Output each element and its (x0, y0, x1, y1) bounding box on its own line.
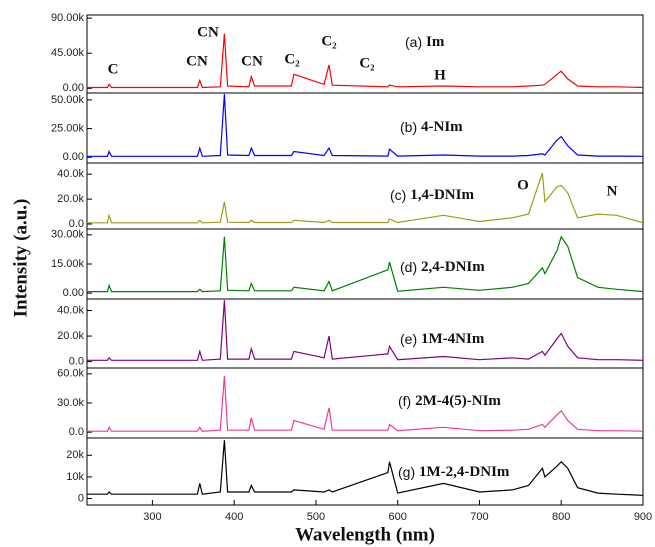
y-tick-label: 20k (66, 449, 84, 461)
peak-annotation: C (108, 61, 119, 77)
y-tick-label: 0.0 (69, 356, 84, 368)
panel-frame (86, 367, 644, 439)
peak-annotation: CN (197, 24, 219, 40)
panel-name: Im (426, 34, 445, 50)
panel-frame (86, 228, 644, 300)
x-axis-label: Wavelength (nm) (295, 524, 435, 545)
panel-name: 4-NIm (421, 119, 463, 135)
spectrum-line (87, 440, 644, 496)
panel-name: 2M-4(5)-NIm (415, 393, 501, 409)
x-tick-label: 700 (470, 511, 488, 523)
panel-tag: (f) (398, 393, 411, 409)
panel-label: (g) 1M-2,4-DNIm (398, 464, 510, 481)
spectrum-line (87, 235, 644, 293)
y-tick-label: 10k (66, 471, 84, 483)
panel-frame (86, 162, 644, 230)
spectrum-line (87, 172, 644, 224)
panel-name: 1M-2,4-DNIm (419, 464, 510, 480)
panel-frame (86, 437, 644, 506)
panel-tag: (c) (390, 187, 406, 203)
y-tick-label: 0.0 (69, 426, 84, 438)
x-tick-label: 900 (634, 511, 652, 523)
spectrum-line (87, 375, 644, 432)
y-tick-label: 90.00k (51, 12, 85, 24)
y-tick-label: 0 (78, 492, 84, 504)
panel-tag: (a) (405, 34, 422, 50)
peak-annotation: C₂ (284, 51, 300, 67)
y-tick-label: 0.00 (63, 82, 84, 94)
y-tick-label: 30.0k (57, 397, 84, 409)
panel-label: (f) 2M-4(5)-NIm (398, 393, 501, 410)
panel-label: (b) 4-NIm (400, 119, 463, 136)
y-tick-label: 30.00k (51, 229, 85, 241)
spectrum-line (87, 94, 644, 157)
panel-label: (a) Im (405, 34, 445, 51)
peak-annotation: O (517, 177, 529, 193)
spectrum-line (87, 300, 644, 361)
y-tick-label: 0.00 (63, 287, 84, 299)
y-tick-label: 25.00k (51, 122, 85, 134)
y-tick-label: 45.00k (51, 47, 85, 59)
panel-frame (86, 298, 644, 369)
panel-name: 1M-4NIm (421, 331, 485, 347)
panel-frame (86, 14, 644, 94)
panel-name: 2,4-DNIm (421, 259, 485, 275)
y-tick-label: 40.0k (57, 304, 84, 316)
peak-annotation: CN (186, 53, 208, 69)
panel-tag: (e) (400, 331, 417, 347)
peak-annotation: C₂ (321, 33, 337, 49)
y-tick-label: 0.0 (69, 218, 84, 230)
panel-name: 1,4-DNIm (410, 187, 474, 203)
peak-annotation: N (607, 183, 618, 199)
peak-annotation: H (434, 67, 446, 83)
y-axis-label: Intensity (a.u.) (10, 199, 31, 318)
panel-tag: (d) (400, 259, 417, 275)
peak-annotation: CN (241, 53, 263, 69)
panel-tag: (b) (400, 119, 417, 135)
x-tick-label: 800 (552, 511, 570, 523)
y-tick-label: 20.0k (57, 193, 84, 205)
y-tick-label: 0.00 (63, 151, 84, 163)
panel-frame (86, 92, 644, 164)
panel-label: (d) 2,4-DNIm (400, 259, 485, 276)
peak-annotation: C₂ (359, 55, 375, 71)
x-tick-label: 500 (307, 511, 325, 523)
y-tick-label: 40.0k (57, 168, 84, 180)
panel-label: (e) 1M-4NIm (400, 331, 485, 348)
y-tick-label: 15.00k (51, 258, 85, 270)
y-tick-label: 50.00k (51, 94, 85, 106)
x-tick-label: 600 (389, 511, 407, 523)
x-tick-label: 400 (225, 511, 243, 523)
y-tick-label: 60.0k (57, 368, 84, 380)
spectrum-line (87, 33, 644, 89)
panel-label: (c) 1,4-DNIm (390, 187, 474, 204)
panel-tag: (g) (398, 464, 415, 480)
x-tick-label: 300 (143, 511, 161, 523)
y-tick-label: 20.0k (57, 330, 84, 342)
